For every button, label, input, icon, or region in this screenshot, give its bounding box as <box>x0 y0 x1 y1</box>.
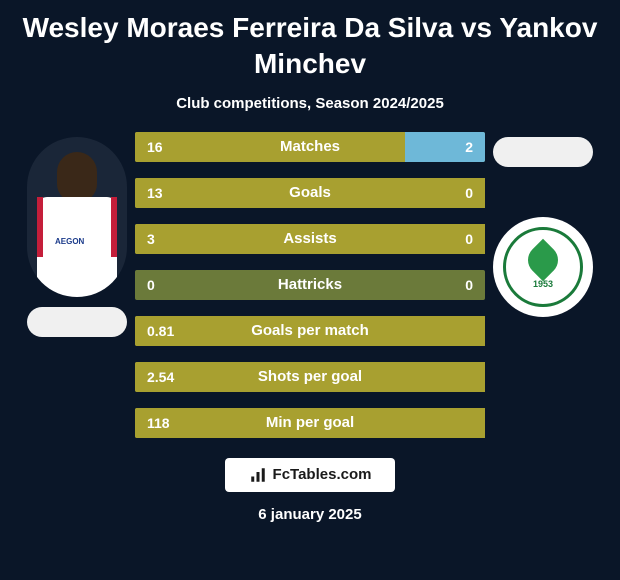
subtitle: Club competitions, Season 2024/2025 <box>176 95 444 112</box>
site-badge[interactable]: FcTables.com <box>225 458 396 492</box>
right-player-column: 1953 <box>493 132 593 317</box>
club-logo-right: 1953 <box>493 217 593 317</box>
flag-right <box>493 137 593 167</box>
stat-label: Shots per goal <box>135 368 485 385</box>
stat-row: 162Matches <box>135 132 485 162</box>
stat-label: Goals per match <box>135 322 485 339</box>
site-name: FcTables.com <box>273 466 372 483</box>
comparison-area: AEGON 162Matches 130Goals 30Assists 00Hattr… <box>0 132 620 438</box>
chart-icon <box>249 466 267 484</box>
stats-column: 162Matches 130Goals 30Assists 00Hattricks 0.… <box>135 132 485 438</box>
stat-label: Goals <box>135 184 485 201</box>
date-label: 6 january 2025 <box>258 506 361 523</box>
page-title: Wesley Moraes Ferreira Da Silva vs Yanko… <box>0 10 620 83</box>
stat-row: 0.81Goals per match <box>135 316 485 346</box>
stat-label: Hattricks <box>135 276 485 293</box>
stat-row: 2.54Shots per goal <box>135 362 485 392</box>
flag-left <box>27 307 127 337</box>
stat-label: Matches <box>135 138 485 155</box>
left-player-column: AEGON <box>27 132 127 337</box>
stat-row: 118Min per goal <box>135 408 485 438</box>
stat-label: Assists <box>135 230 485 247</box>
stat-row: 30Assists <box>135 224 485 254</box>
leaf-icon <box>522 239 564 281</box>
stat-row: 130Goals <box>135 178 485 208</box>
stat-label: Min per goal <box>135 414 485 431</box>
stat-row: 00Hattricks <box>135 270 485 300</box>
jersey-sponsor: AEGON <box>55 237 84 246</box>
player-photo-left: AEGON <box>27 137 127 297</box>
